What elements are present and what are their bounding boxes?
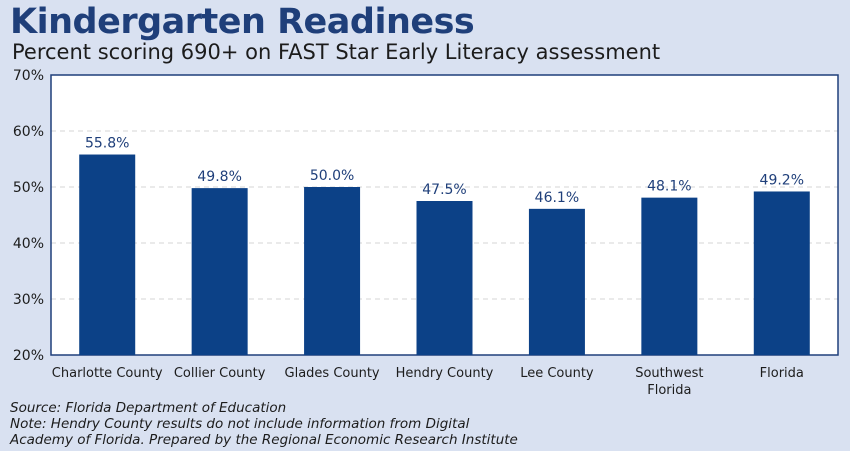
bar [79,154,136,355]
y-tick-label: 20% [13,348,44,364]
bar [641,197,698,355]
y-tick-label: 50% [13,180,44,196]
x-tick-label: Hendry County [396,366,494,381]
chart-title: Kindergarten Readiness [10,2,475,42]
data-label: 50.0% [310,168,354,184]
source-note: Source: Florida Department of Education [10,400,287,416]
x-tick-label: Glades County [285,366,380,381]
footnote-line-2: Academy of Florida. Prepared by the Regi… [10,432,518,448]
bar [753,191,810,355]
bar [528,208,585,355]
y-tick-label: 70% [13,68,44,84]
data-label: 47.5% [422,182,466,198]
x-tick-label: Florida [760,366,804,381]
chart-footer: Source: Florida Department of Education … [10,400,518,448]
x-tick-label: Southwest [635,366,703,381]
data-label: 49.2% [760,172,804,188]
y-tick-label: 60% [13,124,44,140]
x-tick-label: Florida [647,383,691,398]
footnote-line-1: Note: Hendry County results do not inclu… [10,416,470,432]
data-label: 49.8% [197,169,241,185]
x-tick-label: Collier County [174,366,266,381]
y-tick-label: 40% [13,236,44,252]
chart-subtitle: Percent scoring 690+ on FAST Star Early … [12,40,661,64]
bar [191,188,248,355]
bar [416,201,473,355]
data-label: 46.1% [535,190,579,206]
y-tick-label: 30% [13,292,44,308]
bar [304,187,361,355]
data-label: 55.8% [85,136,129,152]
data-label: 48.1% [647,179,691,195]
x-tick-label: Charlotte County [52,366,163,381]
x-tick-label: Lee County [520,366,594,381]
